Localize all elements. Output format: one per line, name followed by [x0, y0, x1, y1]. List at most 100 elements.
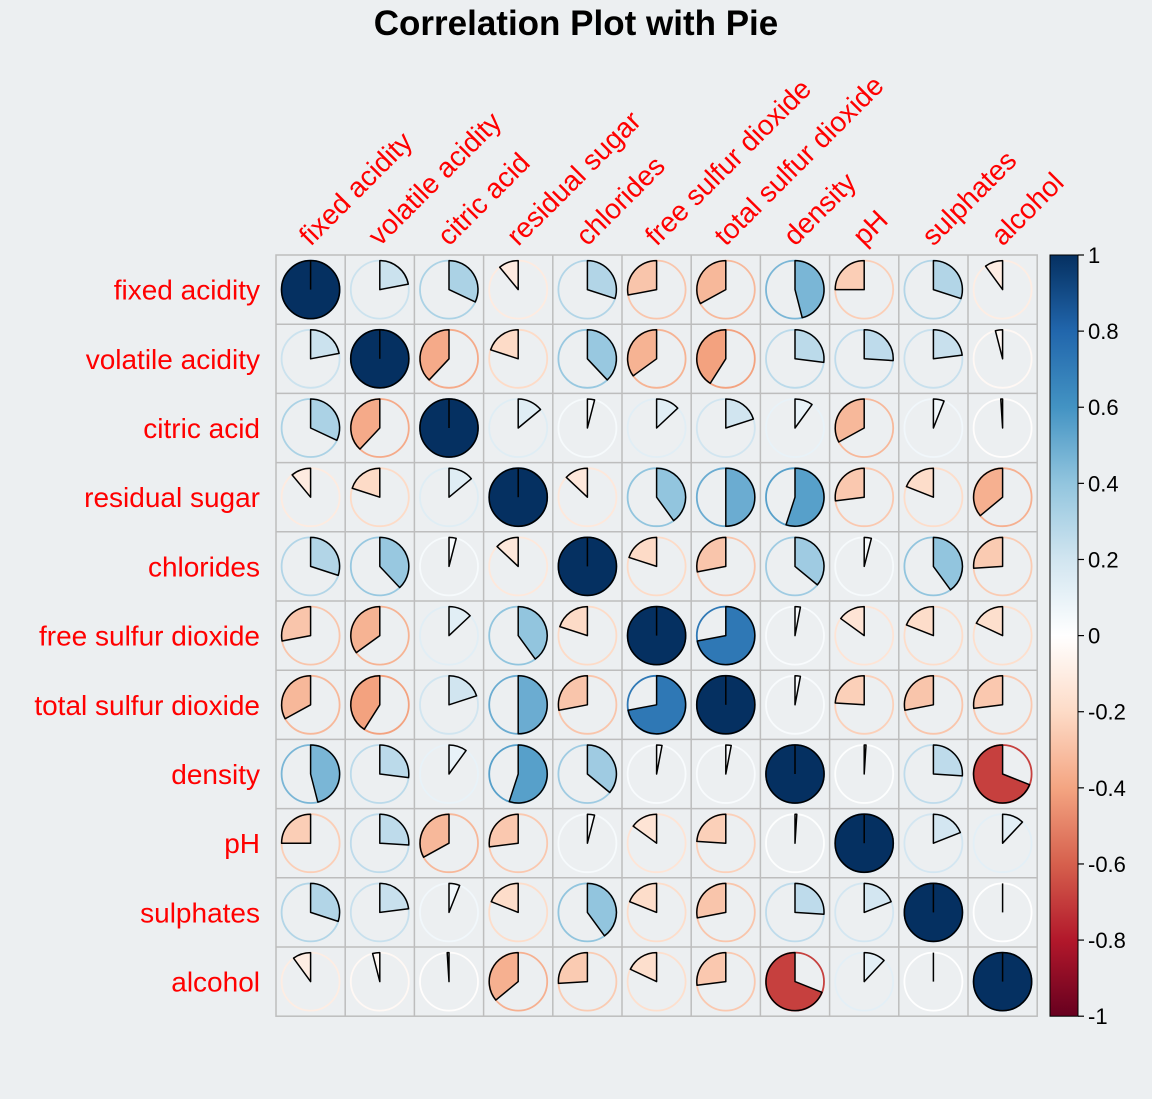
pie-slice: [446, 951, 450, 983]
pie-slice: [489, 329, 519, 360]
pie-cell: [972, 328, 1033, 389]
pie-slice: [490, 882, 519, 914]
pie-slice: [309, 398, 341, 442]
color-legend: 1 0.8 0.6 0.4 0.2 0 -0.2 -0.4 -0.6 -0.8 -1: [1049, 243, 1126, 1029]
pie-cell: [765, 467, 825, 528]
pie-cell: [626, 259, 687, 320]
pie-slice: [863, 951, 885, 983]
pie-cell: [626, 882, 687, 943]
pie-cell: [972, 744, 1033, 804]
pie-cell: [834, 744, 895, 804]
pie-slice: [696, 605, 756, 666]
pie-cell: [488, 674, 549, 735]
pie-slice: [626, 329, 658, 377]
pie-cell: [349, 951, 410, 1012]
pie-cell: [626, 744, 687, 804]
pie-slice: [586, 744, 618, 794]
pie-cell: [419, 674, 479, 735]
pie-cell: [834, 467, 895, 528]
pie-cell: [419, 951, 479, 1012]
pie-slice: [1001, 813, 1024, 844]
pie-cell: [280, 951, 341, 1012]
pie-slice: [794, 882, 825, 915]
pie-slice: [448, 259, 479, 303]
pie-slice: [834, 675, 865, 706]
pie-cell: [557, 398, 618, 458]
pie-cell: [903, 536, 964, 597]
pie-slice: [291, 467, 312, 498]
pie-cell: [695, 328, 756, 389]
pie-slice: [379, 259, 410, 291]
pie-slice: [794, 329, 825, 364]
pie-cell: [419, 259, 479, 320]
pie-cell: [557, 813, 618, 874]
pie-cell: [419, 813, 479, 874]
color-legend-tick-label: 0.2: [1088, 547, 1119, 572]
pie-slice: [627, 675, 687, 735]
pie-slice: [932, 744, 964, 777]
pie-slice: [559, 605, 589, 637]
pie-slice: [972, 744, 1031, 804]
pie-cell: [557, 744, 618, 804]
row-label: volatile acidity: [86, 344, 260, 375]
pie-cell: [280, 744, 341, 804]
pie-slice: [586, 813, 596, 844]
pie-slice: [517, 398, 542, 429]
pie-cell: [834, 259, 895, 320]
pie-cell: [903, 744, 964, 804]
pie-cell: [695, 951, 756, 1012]
pie-cell: [557, 674, 618, 735]
pie-slice: [863, 536, 873, 568]
pie-cell: [695, 536, 756, 597]
pie-cell: [557, 882, 618, 943]
pie-slice: [371, 951, 381, 983]
pie-cell: [695, 467, 756, 528]
pie-cell: [834, 951, 895, 1012]
pie-slice: [309, 744, 341, 803]
pie-slice: [448, 536, 457, 568]
chart-title: Correlation Plot with Pie: [374, 4, 778, 43]
pie-cell: [626, 398, 687, 458]
row-label: total sulfur dioxide: [34, 690, 260, 721]
pie-slice: [932, 259, 964, 300]
pie-cell: [695, 744, 756, 804]
pie-slice: [863, 329, 894, 362]
pie-slice: [932, 536, 964, 591]
pie-slice: [586, 329, 618, 381]
pie-slice: [932, 329, 963, 360]
pie-slice: [557, 951, 589, 985]
pie-cell: [349, 467, 410, 528]
pie-slice: [565, 467, 589, 498]
correlation-cells: [275, 254, 1038, 1017]
pie-cell: [280, 882, 341, 943]
color-legend-tick-label: -1: [1088, 1004, 1108, 1029]
pie-cell: [695, 674, 756, 735]
pie-slice: [517, 605, 548, 660]
pie-slice: [834, 259, 865, 291]
pie-cell: [419, 328, 479, 389]
color-legend-bar: [1049, 254, 1079, 1017]
color-legend-tick-label: 0.8: [1088, 319, 1119, 344]
color-legend-tick-label: 1: [1088, 243, 1100, 268]
pie-cell: [972, 398, 1033, 458]
pie-slice: [972, 467, 1004, 517]
pie-cell: [695, 882, 756, 943]
pie-slice: [419, 329, 450, 381]
pie-slice: [309, 882, 341, 923]
pie-cell: [834, 536, 895, 597]
pie-slice: [586, 259, 618, 300]
pie-slice: [696, 951, 727, 986]
pie-slice: [794, 675, 802, 706]
color-legend-tick-label: 0: [1088, 624, 1100, 649]
pie-cell: [488, 398, 549, 458]
pie-cell: [903, 813, 964, 874]
pie-slice: [725, 467, 756, 527]
pie-cell: [419, 744, 479, 804]
pie-slice: [975, 605, 1004, 637]
pie-slice: [448, 744, 467, 775]
pie-slice: [557, 675, 589, 711]
pie-cell: [765, 398, 825, 458]
pie-slice: [972, 536, 1004, 569]
color-legend-tick-label: -0.8: [1088, 928, 1126, 953]
pie-slice: [984, 259, 1004, 291]
